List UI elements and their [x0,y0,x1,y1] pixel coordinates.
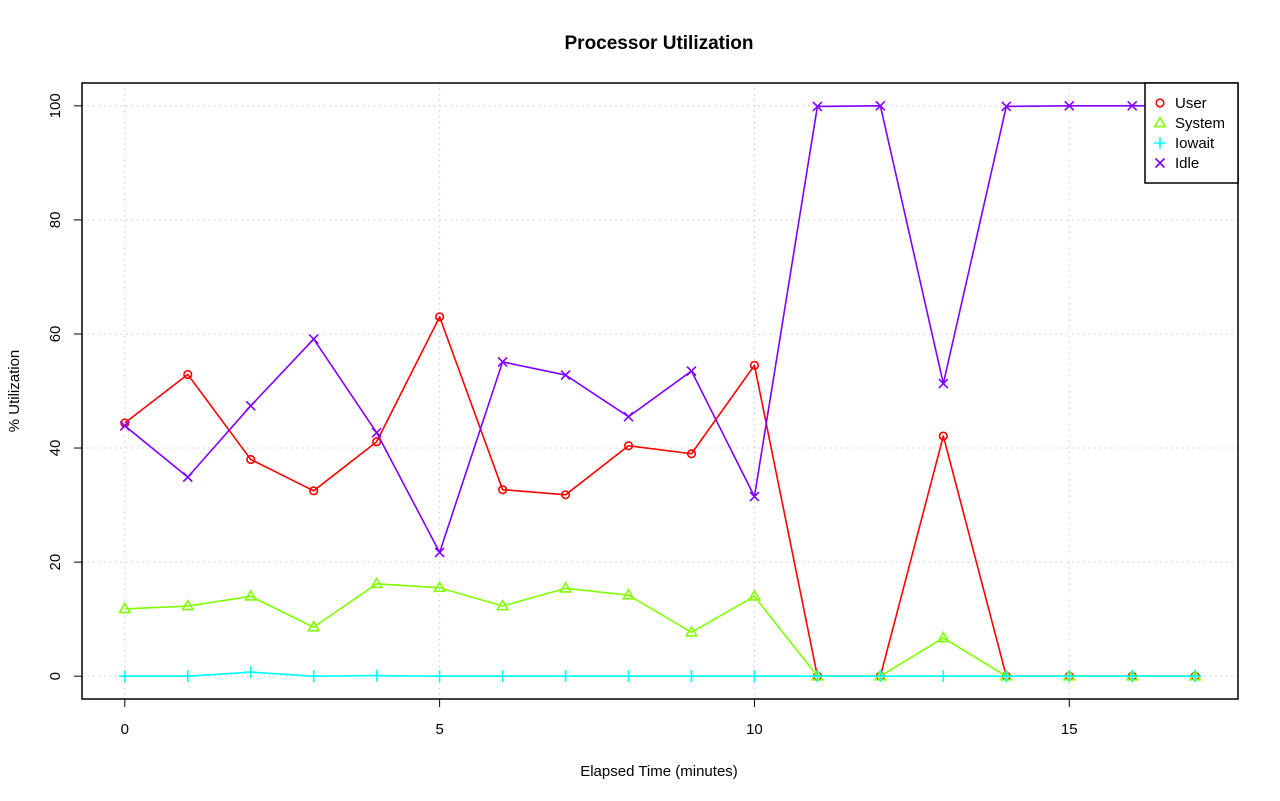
data-point-iowait [1126,670,1139,683]
data-point-idle [497,356,508,367]
data-point-user [623,441,634,451]
data-point-idle [560,369,571,381]
data-point-user [246,454,256,465]
data-point-iowait [1063,670,1076,683]
series-line-iowait [124,671,1196,677]
data-point-system [936,630,950,643]
legend-label-system: System [1175,115,1225,132]
x-tick-label: 15 [1061,721,1078,738]
plot-frame [81,82,1239,700]
data-point-iowait [181,670,194,683]
legend-label-iowait: Iowait [1175,135,1215,152]
data-point-idle [1064,100,1075,111]
data-point-idle [308,334,319,345]
data-point-user [749,360,760,370]
data-point-user [309,486,319,496]
data-point-system [747,589,762,601]
data-point-iowait [307,670,320,683]
legend-label-user: User [1175,95,1207,112]
y-tick-label: 0 [47,672,64,680]
data-point-iowait [244,666,257,679]
data-point-iowait [685,670,698,683]
data-point-iowait [559,670,572,683]
y-tick-label: 80 [47,212,64,229]
data-point-idle [1001,101,1012,112]
series-iowait [118,666,1202,683]
y-tick-label: 100 [47,93,64,118]
series-user [120,312,1200,681]
legend-label-idle: Idle [1175,155,1199,172]
legend-marker-system [1153,115,1167,128]
data-point-iowait [433,670,446,683]
data-point-user [938,431,948,441]
data-point-idle [686,365,697,377]
data-point-iowait [748,670,761,683]
y-axis-label: % Utilization [6,350,23,433]
data-point-iowait [622,670,635,683]
data-point-user [497,485,508,495]
data-point-user [435,312,445,322]
data-point-idle [812,101,823,112]
y-tick-label: 20 [47,554,64,571]
legend: User System Iowait Idle [1144,82,1239,184]
series-layer [118,100,1202,683]
data-point-user [686,449,697,459]
data-point-system [496,598,510,611]
data-point-iowait [1189,670,1202,683]
data-point-iowait [118,670,131,683]
y-tick-label: 40 [47,440,64,457]
data-point-user [372,437,382,447]
data-point-idle [434,547,445,558]
data-point-iowait [496,670,509,683]
data-point-idle [749,491,760,502]
data-point-idle [182,472,193,483]
data-point-user [183,369,193,380]
data-point-idle [371,427,382,438]
data-point-system [118,601,132,614]
x-tick-label: 10 [746,721,763,738]
data-point-idle [938,378,949,389]
data-point-system [621,588,636,600]
series-line-system [124,582,1196,677]
data-point-system [558,581,573,593]
x-axis-label: Elapsed Time (minutes) [580,763,738,780]
data-point-idle [1127,100,1138,111]
data-point-system [433,580,447,593]
data-point-iowait [874,670,887,683]
axes-layer: 0 5 10 15 0 20 40 60 80 100 [47,82,1239,738]
data-point-user [560,490,571,500]
series-line-idle [124,105,1196,554]
grid-layer [82,83,1238,699]
data-point-iowait [1000,670,1013,683]
legend-marker-idle [1154,157,1166,169]
data-point-iowait [811,670,824,683]
data-point-idle [623,411,634,422]
series-idle [119,100,1201,558]
data-point-iowait [370,669,383,682]
data-point-iowait [937,670,950,683]
legend-box [1144,82,1239,184]
series-line-user [124,316,1196,677]
data-point-idle [119,420,130,431]
data-point-system [181,598,195,611]
data-point-idle [245,400,256,411]
data-point-system [307,620,321,632]
data-point-system [244,589,258,601]
x-tick-label: 5 [435,721,443,738]
y-tick-label: 60 [47,326,64,343]
x-tick-label: 0 [121,721,129,738]
legend-marker-iowait [1154,137,1166,149]
data-point-system [370,576,384,589]
data-point-system [684,625,699,637]
data-point-idle [875,100,886,111]
legend-marker-user [1155,98,1165,108]
chart-title: Processor Utilization [565,33,754,54]
series-system [118,576,1202,681]
